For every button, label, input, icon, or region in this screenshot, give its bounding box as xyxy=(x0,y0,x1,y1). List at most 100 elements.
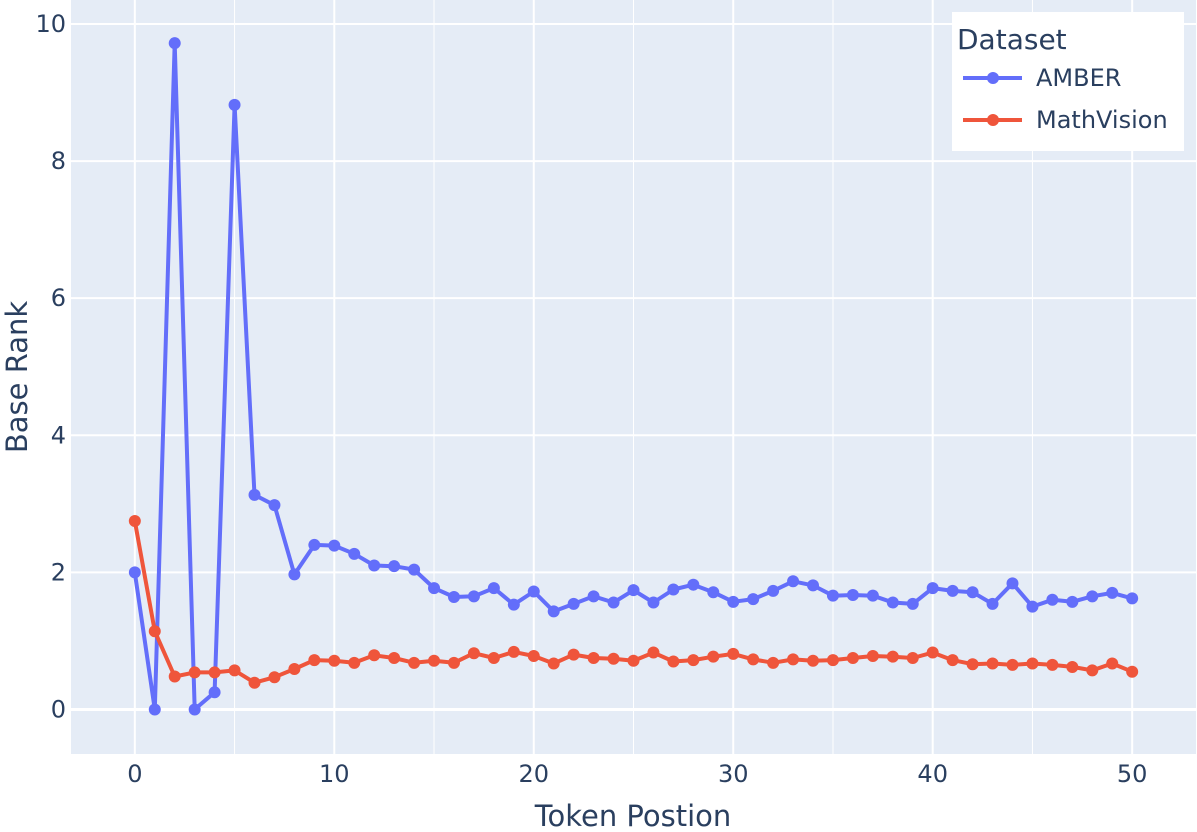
data-point-mathvision xyxy=(1086,664,1099,677)
data-point-amber xyxy=(926,582,939,595)
data-point-mathvision xyxy=(986,657,999,670)
data-point-mathvision xyxy=(906,652,919,665)
data-point-amber xyxy=(807,579,820,592)
data-point-mathvision xyxy=(547,657,560,670)
data-point-mathvision xyxy=(966,658,979,671)
y-tick-label: 0 xyxy=(51,695,66,723)
data-point-mathvision xyxy=(388,652,401,665)
data-point-mathvision xyxy=(707,650,720,663)
data-point-mathvision xyxy=(1066,660,1079,673)
y-tick-label: 4 xyxy=(51,421,66,449)
x-tick-label: 40 xyxy=(917,760,948,788)
x-tick-label: 50 xyxy=(1117,760,1148,788)
data-point-mathvision xyxy=(846,652,859,665)
data-point-amber xyxy=(647,596,660,609)
data-point-mathvision xyxy=(428,654,441,667)
data-point-amber xyxy=(667,583,680,596)
data-point-mathvision xyxy=(487,652,500,665)
data-point-amber xyxy=(627,584,640,597)
data-point-amber xyxy=(188,703,201,716)
data-point-amber xyxy=(208,686,221,699)
legend-label-amber: AMBER xyxy=(1036,64,1121,92)
data-point-amber xyxy=(966,586,979,599)
data-point-amber xyxy=(846,588,859,601)
data-point-mathvision xyxy=(807,654,820,667)
data-point-mathvision xyxy=(946,654,959,667)
legend-title: Dataset xyxy=(957,23,1067,56)
data-point-amber xyxy=(128,566,141,579)
data-point-amber xyxy=(328,539,341,552)
data-point-amber xyxy=(487,582,500,595)
data-point-mathvision xyxy=(308,654,321,667)
data-point-amber xyxy=(1126,592,1139,605)
data-point-amber xyxy=(348,547,361,560)
data-point-amber xyxy=(388,560,401,573)
data-point-amber xyxy=(587,590,600,603)
data-point-amber xyxy=(368,559,381,572)
series-amber xyxy=(128,37,1139,716)
data-point-amber xyxy=(886,596,899,609)
x-axis-title: Token Postion xyxy=(534,799,732,832)
data-point-mathvision xyxy=(128,514,141,527)
data-point-amber xyxy=(268,499,281,512)
data-point-amber xyxy=(906,597,919,610)
y-tick-label: 6 xyxy=(51,284,66,312)
series-mathvision xyxy=(128,514,1139,689)
data-point-mathvision xyxy=(647,646,660,659)
data-point-mathvision xyxy=(248,676,261,689)
legend-marker-mathvision xyxy=(987,114,999,126)
data-point-amber xyxy=(986,597,999,610)
data-point-amber xyxy=(467,590,480,603)
data-point-mathvision xyxy=(607,652,620,665)
data-point-mathvision xyxy=(208,666,221,679)
data-point-amber xyxy=(408,563,421,576)
data-point-mathvision xyxy=(268,671,281,684)
data-point-mathvision xyxy=(886,650,899,663)
data-point-mathvision xyxy=(1006,658,1019,671)
data-point-mathvision xyxy=(667,655,680,668)
data-point-amber xyxy=(148,703,161,716)
legend-marker-amber xyxy=(987,72,999,84)
data-point-mathvision xyxy=(148,625,161,638)
data-point-mathvision xyxy=(188,666,201,679)
data-point-amber xyxy=(787,575,800,588)
data-point-amber xyxy=(1006,577,1019,590)
legend-items: AMBER MathVision xyxy=(963,64,1168,134)
data-point-amber xyxy=(1046,593,1059,606)
data-point-mathvision xyxy=(527,649,540,662)
data-point-amber xyxy=(707,586,720,599)
data-point-mathvision xyxy=(787,653,800,666)
x-tick-label: 10 xyxy=(319,760,350,788)
data-point-amber xyxy=(248,488,261,501)
data-point-mathvision xyxy=(866,649,879,662)
data-point-amber xyxy=(168,37,181,50)
x-tick-label: 0 xyxy=(127,760,142,788)
data-point-amber xyxy=(687,578,700,591)
data-point-amber xyxy=(228,98,241,111)
data-point-amber xyxy=(1106,586,1119,599)
data-point-amber xyxy=(607,596,620,609)
data-point-amber xyxy=(288,568,301,581)
data-point-mathvision xyxy=(826,654,839,667)
data-point-mathvision xyxy=(348,656,361,669)
data-point-mathvision xyxy=(587,652,600,665)
data-point-mathvision xyxy=(1026,657,1039,670)
data-point-mathvision xyxy=(567,648,580,661)
y-tick-label: 8 xyxy=(51,147,66,175)
data-point-mathvision xyxy=(507,645,520,658)
data-point-amber xyxy=(1066,595,1079,608)
data-point-amber xyxy=(826,589,839,602)
data-point-mathvision xyxy=(1126,665,1139,678)
axis-ticks: 0 10 20 30 40 50 0 2 4 6 8 10 xyxy=(35,10,1147,788)
legend: Dataset AMBER MathVision xyxy=(952,12,1184,151)
data-point-amber xyxy=(727,595,740,608)
data-point-amber xyxy=(1086,590,1099,603)
data-point-mathvision xyxy=(747,653,760,666)
series-lines xyxy=(128,37,1139,716)
grid-lines xyxy=(71,0,1196,754)
data-point-mathvision xyxy=(926,646,939,659)
data-point-mathvision xyxy=(447,656,460,669)
data-point-amber xyxy=(428,582,441,595)
data-point-mathvision xyxy=(687,654,700,667)
